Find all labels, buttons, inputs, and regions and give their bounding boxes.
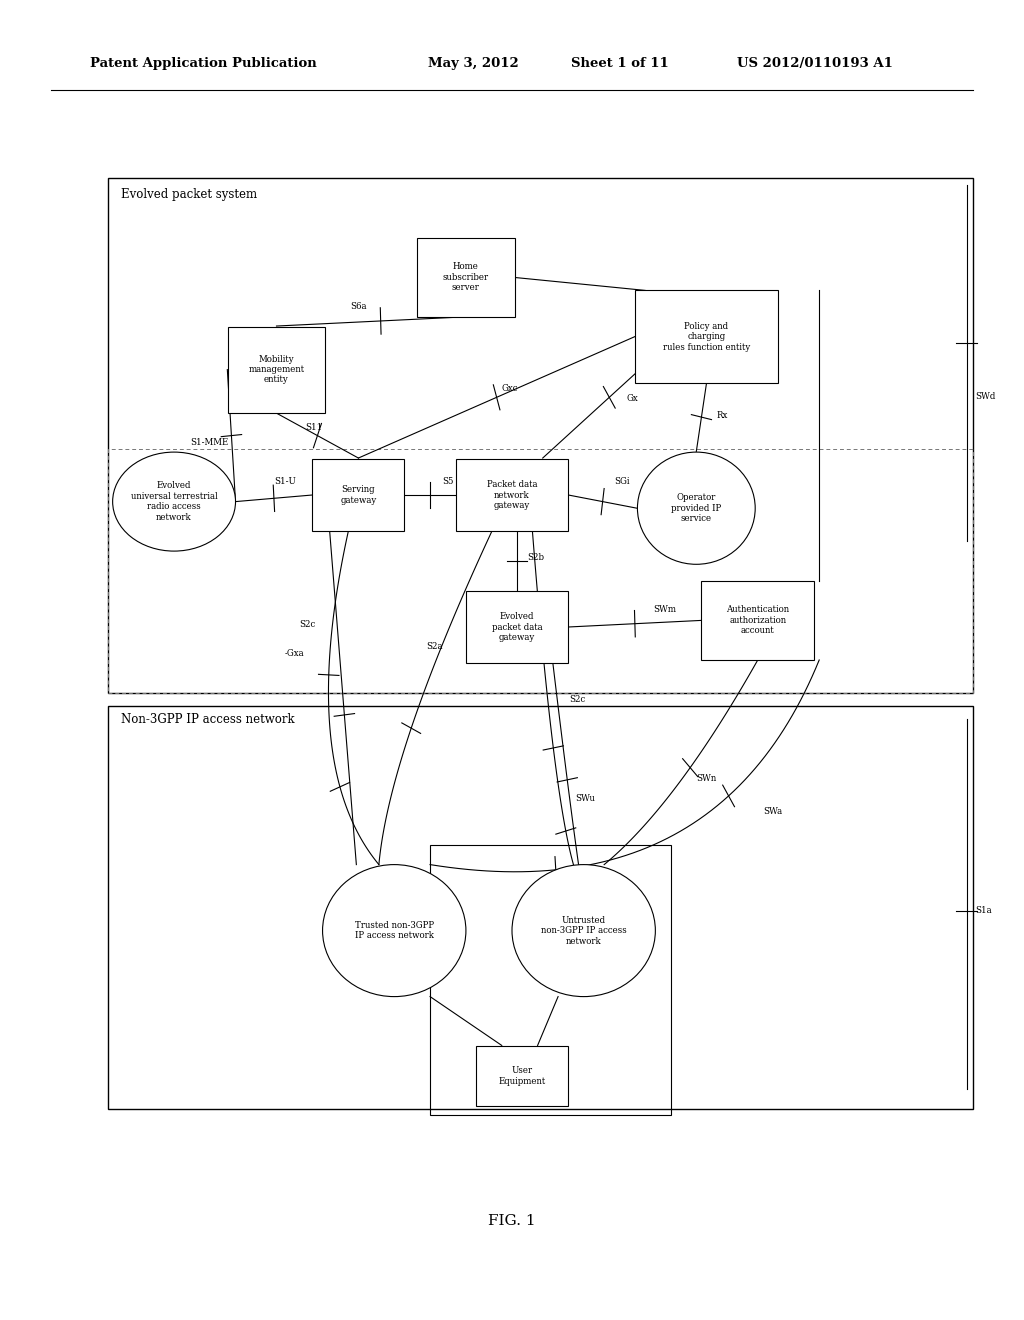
Text: S2c: S2c <box>299 620 315 628</box>
Text: Gxc: Gxc <box>502 384 518 392</box>
Text: Serving
gateway: Serving gateway <box>340 486 377 504</box>
Text: Patent Application Publication: Patent Application Publication <box>90 57 316 70</box>
Text: Untrusted
non-3GPP IP access
network: Untrusted non-3GPP IP access network <box>541 916 627 945</box>
Text: Evolved packet system: Evolved packet system <box>121 187 257 201</box>
Bar <box>418 238 515 317</box>
Text: S6a: S6a <box>350 302 367 310</box>
Text: S2b: S2b <box>527 553 545 561</box>
Text: S1a: S1a <box>975 907 991 915</box>
Text: FIG. 1: FIG. 1 <box>488 1214 536 1228</box>
Text: Authentication
authorization
account: Authentication authorization account <box>726 606 790 635</box>
Bar <box>108 449 973 693</box>
Text: Trusted non-3GPP
IP access network: Trusted non-3GPP IP access network <box>354 921 434 940</box>
Text: May 3, 2012: May 3, 2012 <box>428 57 519 70</box>
Text: S2a: S2a <box>426 643 442 651</box>
Bar <box>228 327 326 412</box>
Text: S5: S5 <box>442 478 454 486</box>
Text: SWm: SWm <box>653 606 676 614</box>
Bar <box>456 458 568 531</box>
Text: Rx: Rx <box>717 412 728 420</box>
Text: Policy and
charging
rules function entity: Policy and charging rules function entit… <box>663 322 751 351</box>
Bar <box>108 178 973 693</box>
Text: Sheet 1 of 11: Sheet 1 of 11 <box>571 57 669 70</box>
Text: SWu: SWu <box>575 795 595 803</box>
Bar <box>701 581 814 660</box>
Text: SWd: SWd <box>975 392 995 400</box>
Bar <box>108 706 973 1109</box>
Text: S1-MME: S1-MME <box>190 438 228 446</box>
Text: Non-3GPP IP access network: Non-3GPP IP access network <box>121 713 295 726</box>
Bar <box>312 458 404 531</box>
Text: S11: S11 <box>305 424 323 432</box>
Text: User
Equipment: User Equipment <box>499 1067 546 1085</box>
Text: Gx: Gx <box>627 395 638 403</box>
Text: Evolved
universal terrestrial
radio access
network: Evolved universal terrestrial radio acce… <box>131 482 217 521</box>
Text: Operator
provided IP
service: Operator provided IP service <box>671 494 722 523</box>
Ellipse shape <box>637 451 756 565</box>
Ellipse shape <box>512 865 655 997</box>
Text: US 2012/0110193 A1: US 2012/0110193 A1 <box>737 57 893 70</box>
Text: Evolved
packet data
gateway: Evolved packet data gateway <box>492 612 543 642</box>
Ellipse shape <box>323 865 466 997</box>
Text: Packet data
network
gateway: Packet data network gateway <box>486 480 538 510</box>
Text: SWa: SWa <box>763 808 782 816</box>
Text: SGi: SGi <box>614 478 630 486</box>
Text: -Gxa: -Gxa <box>285 649 304 657</box>
Text: S1-U: S1-U <box>274 478 296 486</box>
Text: Home
subscriber
server: Home subscriber server <box>442 263 489 292</box>
Bar <box>476 1045 568 1106</box>
Text: Mobility
management
entity: Mobility management entity <box>249 355 304 384</box>
Text: S2c: S2c <box>569 696 586 704</box>
Text: SWn: SWn <box>696 775 717 783</box>
Bar <box>430 845 671 1115</box>
Bar <box>466 590 568 663</box>
Bar <box>635 290 778 383</box>
Ellipse shape <box>113 451 236 552</box>
